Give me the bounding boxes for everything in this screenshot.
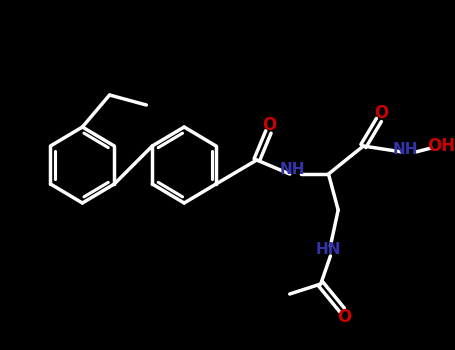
Text: HN: HN: [316, 243, 341, 258]
Text: O: O: [337, 308, 351, 326]
Text: NH: NH: [392, 141, 418, 156]
Text: O: O: [262, 116, 277, 134]
Text: OH: OH: [427, 137, 455, 155]
Text: NH: NH: [280, 162, 305, 177]
Text: O: O: [374, 104, 388, 122]
